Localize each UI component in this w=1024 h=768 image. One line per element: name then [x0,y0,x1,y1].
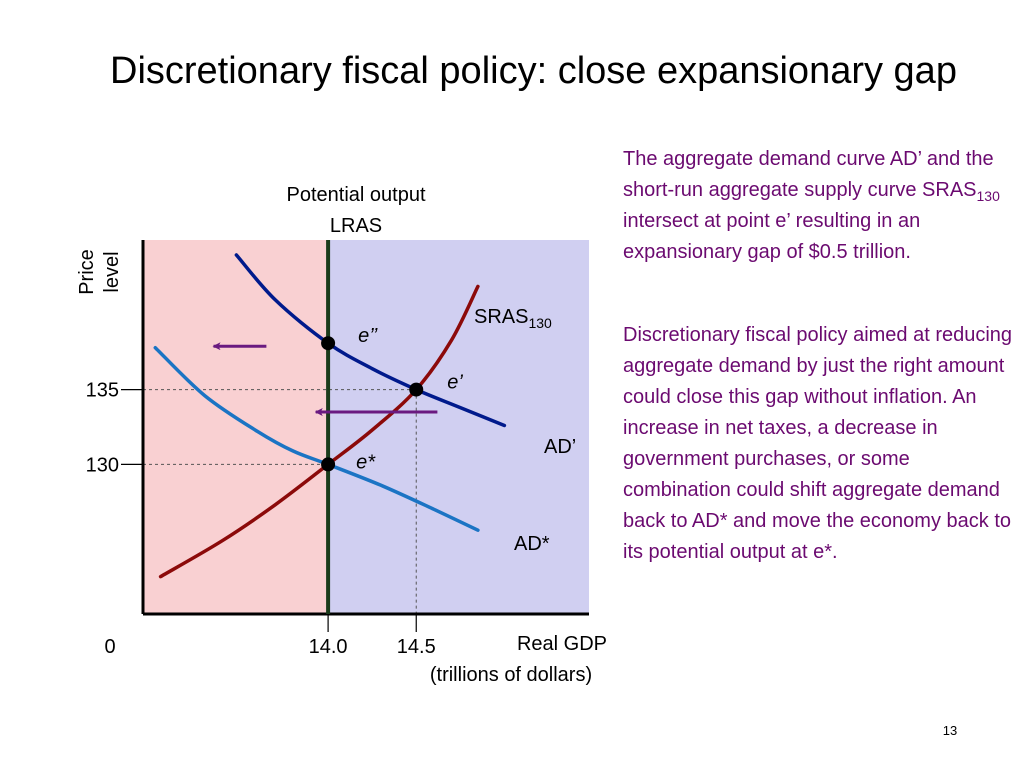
potential-output-label: Potential output [287,184,426,206]
x-ticks: 14.0 14.5 [309,614,436,658]
recessionary-region [143,240,329,614]
point-e-prime [409,382,424,397]
point-label-e-prime: e’ [447,372,463,394]
equilibrium-points: e’’ e’ e* [321,325,463,473]
point-e-star [321,457,336,472]
x-axis-label-units: (trillions of dollars) [430,664,592,686]
ad-star-label: AD* [514,533,550,555]
sras-label-subscript: 130 [528,315,552,331]
note-expansionary-gap: The aggregate demand curve AD’ and the s… [623,148,1000,263]
y-axis-label-level: level [101,251,123,292]
y-tick-label: 135 [86,380,119,402]
slide-number: 13 [942,723,958,738]
guide-lines [143,389,417,614]
ad-star-curve [153,345,480,532]
ad-prime-label: AD’ [544,436,576,458]
x-axis-label: Real GDP [517,633,607,655]
sras-curve [158,284,480,579]
x-tick-label: 14.0 [309,636,348,658]
x-tick-label: 14.5 [397,636,436,658]
y-tick-label: 130 [86,454,119,476]
y-axis-label-price: Price [76,249,98,295]
lras-label: LRAS [330,215,382,237]
origin-label: 0 [104,636,115,658]
sras-label: SRAS130 [474,306,552,331]
point-label-e-star: e* [356,451,376,473]
expansionary-region [328,240,589,614]
sras-label-main: SRAS [474,306,528,328]
point-e-double-prime [321,336,336,351]
note-fiscal-policy: Discretionary fiscal policy aimed at red… [623,324,1013,563]
point-label-e-double-prime: e’’ [358,325,378,347]
y-ticks: 135 130 [86,380,143,476]
slide-title: Discretionary fiscal policy: close expan… [110,50,957,92]
ad-prime-curve [234,253,507,428]
